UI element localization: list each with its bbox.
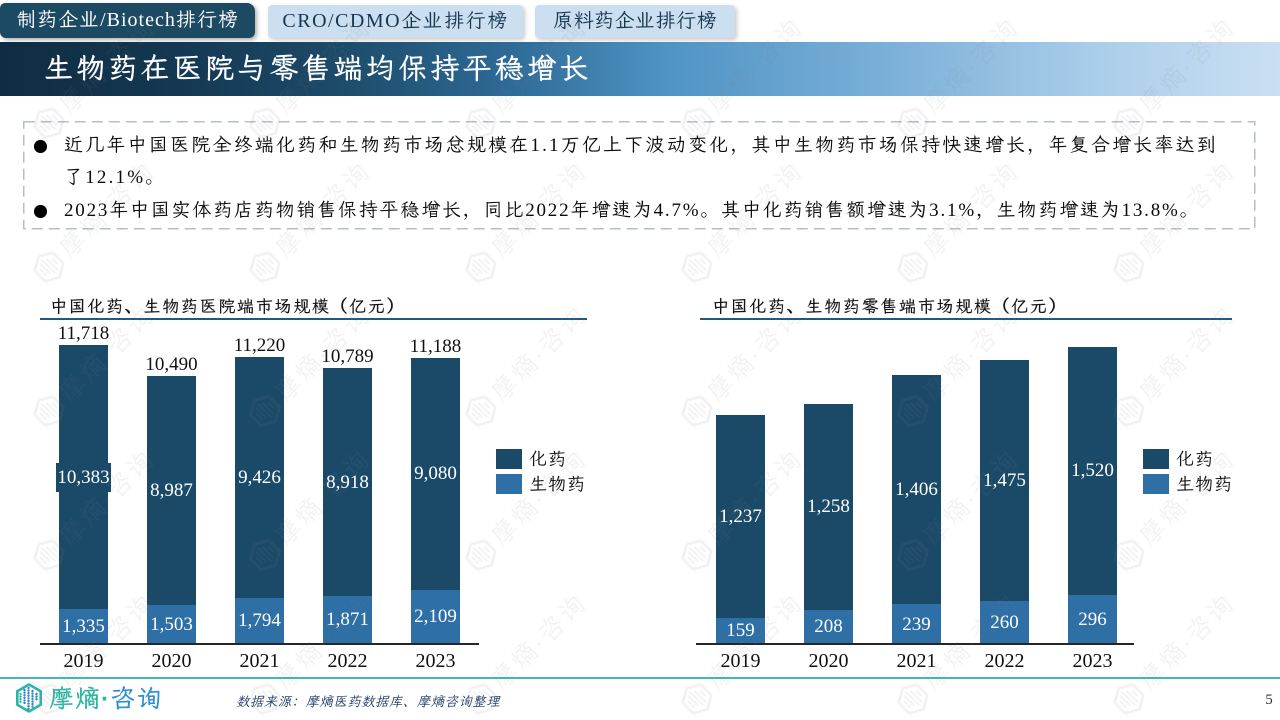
svg-text:摩熵·咨询: 摩熵·咨询 [1133,300,1241,408]
svg-text:摩熵·咨询: 摩熵·咨询 [485,588,593,696]
svg-text:摩熵·咨询: 摩熵·咨询 [485,300,593,408]
svg-text:摩熵·咨询: 摩熵·咨询 [1133,588,1241,696]
